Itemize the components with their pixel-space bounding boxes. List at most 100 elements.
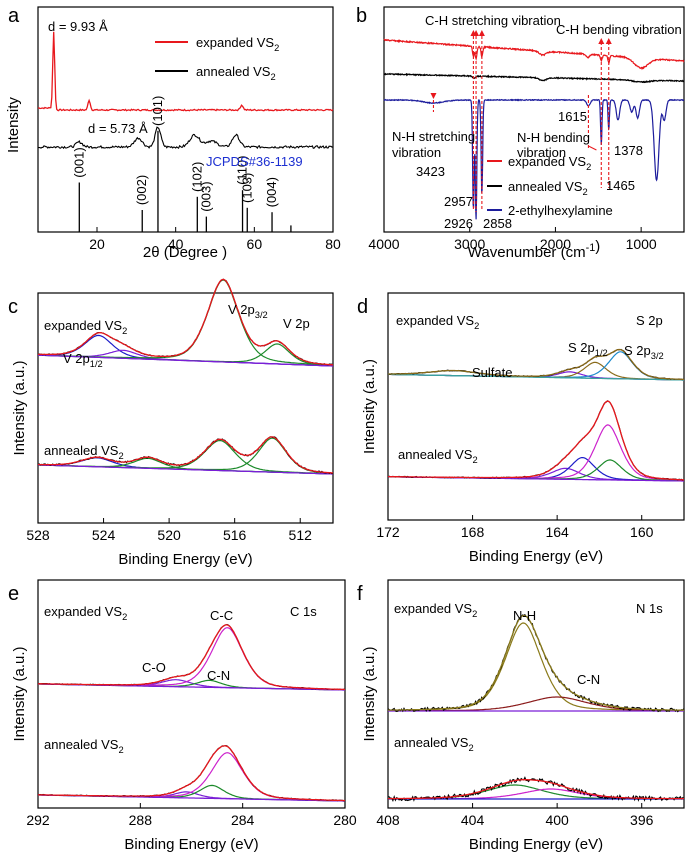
panel-d-background — [388, 373, 684, 381]
panel-b-legend-label: annealed VS2 — [508, 179, 588, 197]
panel-e-label-expanded: expanded VS2 — [44, 604, 127, 622]
panel-f-label-cn: C-N — [577, 672, 600, 687]
panel-c-fit-envelope — [38, 436, 333, 474]
panel-b-annotation-1465: 1465 — [606, 178, 635, 193]
panel-a-xtick-label: 40 — [168, 236, 184, 252]
panel-f-label-nh: N-H — [513, 608, 536, 623]
panel-e-xtick-label: 284 — [231, 812, 255, 828]
panel-c-title: V 2p — [283, 316, 310, 331]
panel-e-label-co: C-O — [142, 660, 166, 675]
panel-d-xlabel: Binding Energy (eV) — [469, 548, 603, 565]
panel-d-letter: d — [357, 296, 368, 318]
panel-a-annotation-d1: d = 9.93 Å — [48, 19, 108, 34]
panel-d-xtick-label: 164 — [545, 524, 569, 540]
panel-d-label-sulfate: Sulfate — [472, 365, 512, 380]
panel-c-frame — [37, 292, 334, 524]
panel-f-fit-envelope — [388, 779, 684, 800]
panel-a-xtick-label: 20 — [89, 236, 105, 252]
panel-e-component — [38, 627, 345, 691]
panel-a-legend-label: expanded VS2 — [196, 35, 279, 53]
panel-b-frame — [383, 6, 685, 233]
panel-a-frame — [37, 6, 334, 233]
panel-e-label-annealed: annealed VS2 — [44, 737, 124, 755]
panel-f-xtick-label: 404 — [461, 812, 485, 828]
panel-c-label-expanded: expanded VS2 — [44, 318, 127, 336]
panel-b-annotation-ch-stretch: C-H stretching vibration — [425, 13, 561, 28]
panel-a-hkl-label: (003) — [198, 181, 213, 211]
panel-f-raw-data — [387, 613, 685, 713]
panel-a-series-annealed — [37, 126, 334, 150]
panel-f-title: N 1s — [636, 601, 663, 616]
panel-a-annotation-d2: d = 5.73 Å — [88, 121, 148, 136]
panel-a-xtick-label: 60 — [247, 236, 263, 252]
panel-a-ylabel: Intensity — [5, 97, 22, 153]
panel-d-raw-data — [387, 400, 685, 481]
panel-d-frame — [387, 292, 685, 521]
panel-b-arrow-icon — [473, 30, 480, 36]
panel-d-fit-envelope — [388, 348, 684, 381]
panel-f-label-annealed: annealed VS2 — [394, 735, 474, 753]
panel-b-legend-label: 2-ethylhexylamine — [508, 203, 613, 218]
panel-b-arrow-icon — [605, 38, 612, 44]
panel-d-fit-envelope — [388, 400, 685, 481]
panel-f-label-expanded: expanded VS2 — [394, 601, 477, 619]
panel-b-arrow-icon — [598, 38, 605, 44]
panel-c-label-annealed: annealed VS2 — [44, 443, 124, 461]
panel-c-label-v2p32: V 2p3/2 — [228, 302, 268, 320]
panel-c-background — [38, 464, 333, 475]
panel-e-label-cn: C-N — [207, 668, 230, 683]
panel-b-annotation-ch-bend: C-H bending vibration — [556, 22, 682, 37]
panel-b-annotation-nh-stretch: vibration — [392, 145, 441, 160]
panel-e-fit-envelope — [38, 745, 346, 802]
panel-a-hkl-label: (004) — [264, 177, 279, 207]
panel-a-hkl-label: (101) — [150, 96, 165, 126]
panel-c-letter: c — [8, 296, 18, 318]
panel-b-annotation-nh-bend: vibration — [517, 145, 566, 160]
panel-a-legend-label: annealed VS2 — [196, 64, 276, 82]
panel-a-annotation-jcpds: JCPDS#36-1139 — [206, 154, 303, 169]
panel-f-xtick-label: 408 — [376, 812, 400, 828]
panel-b-arrow-icon — [478, 30, 485, 36]
panel-a-hkl-label: (103) — [239, 173, 254, 203]
panel-e-component — [38, 752, 345, 802]
panel-a-hkl-label: (002) — [134, 175, 149, 205]
panel-b-series-0 — [383, 38, 685, 71]
panel-f-xtick-label: 396 — [630, 812, 654, 828]
panel-f-xlabel: Binding Energy (eV) — [469, 836, 603, 853]
panel-f-fit-envelope — [388, 614, 684, 711]
panel-a-hkl-label: (001) — [71, 147, 86, 177]
panel-b-series-1 — [383, 72, 685, 84]
panel-b-annotation-1378: 1378 — [614, 143, 643, 158]
panel-c-xtick-label: 528 — [26, 527, 50, 543]
panel-b-xlabel: Wavenumber (cm-1) — [468, 238, 600, 261]
panel-e-xtick-label: 280 — [333, 812, 357, 828]
panel-e-xtick-label: 292 — [26, 812, 50, 828]
panel-a-hkl-label: (102) — [189, 162, 204, 192]
panel-d-title: S 2p — [636, 313, 663, 328]
panel-b-letter: b — [356, 5, 367, 27]
panel-b-annotation-1615: 1615 — [558, 109, 587, 124]
panel-f-ylabel: Intensity (a.u.) — [361, 646, 378, 741]
panel-e-letter: e — [8, 583, 19, 605]
panel-e-ylabel: Intensity (a.u.) — [11, 646, 28, 741]
panel-e-fit-envelope — [38, 624, 346, 691]
panel-a-xtick-label: 80 — [325, 236, 341, 252]
panel-a-xlabel: 2θ (Degree ) — [143, 244, 227, 261]
panel-d-label-s2p32: S 2p3/2 — [624, 343, 664, 361]
panel-a-series-expanded — [37, 31, 334, 112]
panel-c-xtick-label: 520 — [157, 527, 181, 543]
panel-b-annotation-2858: 2858 — [483, 216, 512, 231]
panel-c-xtick-label: 524 — [92, 527, 116, 543]
panel-b-xtick-label: 1000 — [626, 236, 657, 252]
panel-b-arrow-icon — [430, 93, 437, 99]
panel-b-series-2 — [383, 98, 685, 220]
panel-d-xtick-label: 172 — [376, 524, 400, 540]
panel-b-guide-line — [588, 145, 597, 151]
panel-d-label-expanded: expanded VS2 — [396, 313, 479, 331]
panel-e-xtick-label: 288 — [129, 812, 153, 828]
panel-c-ylabel: Intensity (a.u.) — [11, 360, 28, 455]
panel-e-label-cc: C-C — [210, 608, 233, 623]
panel-c-label-v2p12: V 2p1/2 — [63, 351, 103, 369]
panel-e-frame — [37, 579, 346, 809]
